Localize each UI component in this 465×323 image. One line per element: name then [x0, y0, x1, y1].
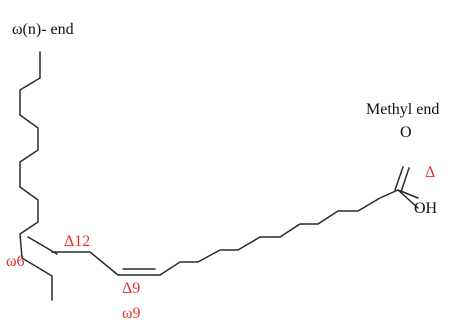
- oxygen-label: O: [400, 124, 412, 141]
- carbonyl-bond-line-1: [394, 166, 404, 191]
- double-bond-omega6-line: [27, 236, 58, 255]
- methylene-bridge-bonds: [51, 251, 161, 276]
- delta9-label: Δ9: [122, 280, 140, 297]
- carboxyl-chain-bonds: [159, 189, 419, 276]
- carbonyl-bond-line-2: [400, 167, 410, 193]
- omega-chain-bonds: [19, 51, 53, 301]
- hydroxyl-bond: [397, 189, 419, 209]
- omega-end-label: ω(n)- end: [12, 21, 74, 38]
- delta-label: Δ: [425, 164, 435, 181]
- methyl-end-label: Methyl end: [366, 101, 439, 118]
- delta12-label: Δ12: [64, 233, 90, 250]
- omega9-label: ω9: [122, 305, 141, 322]
- hydroxyl-label: OH: [414, 200, 438, 217]
- omega6-label: ω6: [6, 253, 25, 270]
